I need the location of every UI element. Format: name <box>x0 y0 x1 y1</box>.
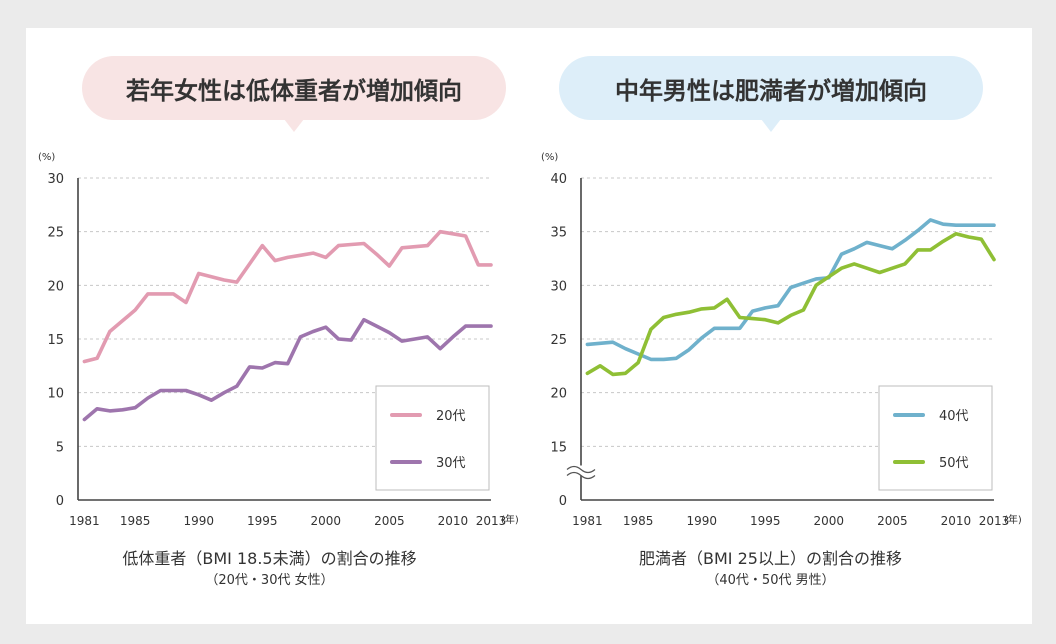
figure-card: 若年女性は低体重者が増加傾向 0 5 10 15 20 25 30 (%) 1981 1985 19… <box>26 28 1032 624</box>
y-tick-label: 20 <box>550 387 567 402</box>
legend-label: 50代 <box>939 456 969 471</box>
series-line <box>82 229 493 364</box>
x-tick-label: 2005 <box>877 514 908 528</box>
y-unit-label: (%) <box>541 152 558 163</box>
y-tick-label: 30 <box>550 279 567 294</box>
y-tick-label: 25 <box>550 333 567 348</box>
axis-break-mark <box>566 465 596 474</box>
y-tick-label: 5 <box>56 440 64 455</box>
y-tick-label: 15 <box>550 440 567 455</box>
caption-main: 低体重者（BMI 18.5未満）の割合の推移 <box>122 549 417 568</box>
x-unit-label: (年) <box>501 513 519 526</box>
y-tick-label: 10 <box>47 387 64 402</box>
y-tick-label: 25 <box>47 226 64 241</box>
axis-break-gap <box>567 465 595 476</box>
underweight-line-chart: 0 5 10 15 20 25 30 (%) 1981 1985 1990 1995 2000 2005 2… <box>38 152 519 528</box>
caption-main: 肥満者（BMI 25以上）の割合の推移 <box>639 549 902 568</box>
panel-underweight-women: 若年女性は低体重者が増加傾向 0 5 10 15 20 25 30 (%) 1981 1985 19… <box>26 28 529 624</box>
legend-label: 20代 <box>436 409 466 424</box>
x-tick-label: 1990 <box>686 514 717 528</box>
y-tick-label: 15 <box>47 333 64 348</box>
obesity-line-chart: 0 15 20 25 30 35 40 (%) 1981 1985 1990 1995 2000 2005… <box>541 152 1022 528</box>
caption-sub: （40代・50代 男性） <box>706 573 835 588</box>
x-tick-label: 2013 <box>979 514 1010 528</box>
y-tick-label: 0 <box>56 494 64 509</box>
y-tick-label: 35 <box>550 226 567 241</box>
y-tick-label: 40 <box>550 172 567 187</box>
y-tick-label: 30 <box>47 172 64 187</box>
series-line <box>585 218 996 362</box>
series-line <box>82 317 493 422</box>
chart-caption: 低体重者（BMI 18.5未満）の割合の推移 （20代・30代 女性） <box>18 548 521 592</box>
x-tick-label: 1981 <box>572 514 603 528</box>
panel-obesity-men: 中年男性は肥満者が増加傾向 0 15 20 25 30 35 40 (%) 1981 1985 19… <box>529 28 1032 624</box>
y-tick-label: 20 <box>47 279 64 294</box>
x-tick-label: 1985 <box>120 514 151 528</box>
x-tick-label: 2005 <box>374 514 405 528</box>
x-tick-label: 1995 <box>247 514 278 528</box>
x-unit-label: (年) <box>1004 513 1022 526</box>
x-tick-label: 1990 <box>183 514 214 528</box>
x-tick-label: 2013 <box>476 514 507 528</box>
caption-sub: （20代・30代 女性） <box>205 573 334 588</box>
legend-box <box>878 385 993 491</box>
chart-caption: 肥満者（BMI 25以上）の割合の推移 （40代・50代 男性） <box>519 548 1022 592</box>
legend-box <box>375 385 490 491</box>
y-unit-label: (%) <box>38 152 55 163</box>
chart-title-bubble: 若年女性は低体重者が増加傾向 <box>82 56 506 132</box>
legend-label: 30代 <box>436 456 466 471</box>
y-tick-label: 0 <box>559 494 567 509</box>
x-tick-label: 2000 <box>814 514 845 528</box>
axis-break-mark <box>566 471 596 480</box>
x-tick-label: 2010 <box>438 514 469 528</box>
chart-title-bubble: 中年男性は肥満者が増加傾向 <box>559 56 983 132</box>
x-tick-label: 1995 <box>750 514 781 528</box>
legend-label: 40代 <box>939 409 969 424</box>
x-tick-label: 2010 <box>941 514 972 528</box>
x-tick-label: 1985 <box>623 514 654 528</box>
x-tick-label: 1981 <box>69 514 100 528</box>
series-line <box>585 232 996 377</box>
x-tick-label: 2000 <box>311 514 342 528</box>
